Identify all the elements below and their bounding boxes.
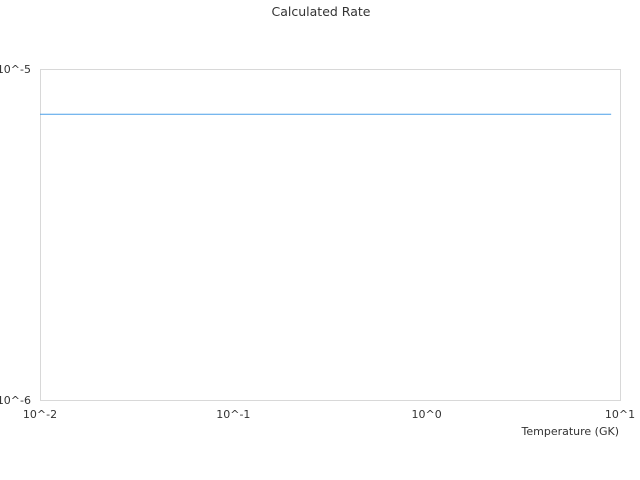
y-tick-label: 10^-5 [0,63,31,76]
x-tick-label: 10^-2 [23,408,57,421]
x-tick-label: 10^-1 [216,408,250,421]
y-tick-label: 10^-6 [0,394,31,407]
x-tick-label: 10^1 [605,408,635,421]
x-tick-label: 10^0 [412,408,442,421]
chart-title: Calculated Rate [272,4,371,19]
x-axis-label: Temperature (GK) [521,425,620,438]
plot-area [40,69,621,401]
